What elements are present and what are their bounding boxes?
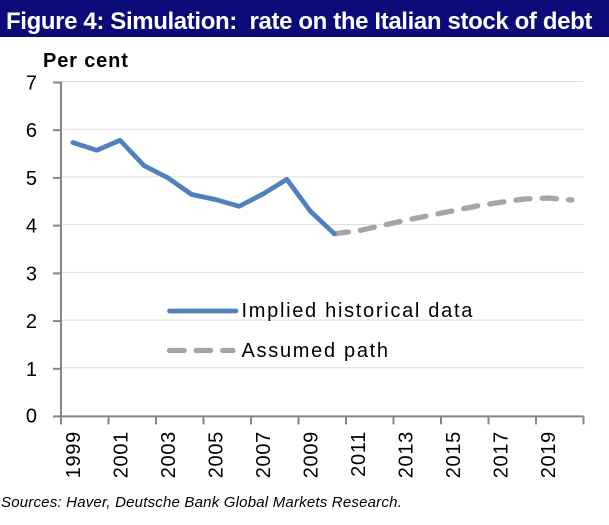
svg-text:2009: 2009 bbox=[301, 431, 323, 478]
svg-text:2013: 2013 bbox=[396, 431, 418, 478]
svg-text:2011: 2011 bbox=[348, 431, 370, 477]
svg-text:3: 3 bbox=[26, 263, 37, 285]
svg-text:7: 7 bbox=[26, 73, 37, 95]
svg-text:2: 2 bbox=[26, 311, 37, 333]
svg-text:2007: 2007 bbox=[253, 431, 275, 478]
svg-text:2001: 2001 bbox=[111, 431, 133, 478]
svg-text:2003: 2003 bbox=[158, 431, 180, 478]
svg-text:2017: 2017 bbox=[491, 431, 513, 478]
svg-text:0: 0 bbox=[26, 406, 37, 428]
svg-text:1: 1 bbox=[26, 359, 37, 381]
svg-text:4: 4 bbox=[26, 216, 37, 238]
svg-text:1999: 1999 bbox=[63, 431, 85, 478]
svg-text:Assumed path: Assumed path bbox=[242, 340, 390, 362]
svg-text:2019: 2019 bbox=[538, 431, 560, 478]
svg-text:Implied historical data: Implied historical data bbox=[242, 300, 475, 322]
svg-text:2015: 2015 bbox=[443, 431, 465, 478]
svg-text:6: 6 bbox=[26, 120, 37, 142]
svg-text:2005: 2005 bbox=[206, 431, 228, 478]
svg-text:5: 5 bbox=[26, 168, 37, 190]
